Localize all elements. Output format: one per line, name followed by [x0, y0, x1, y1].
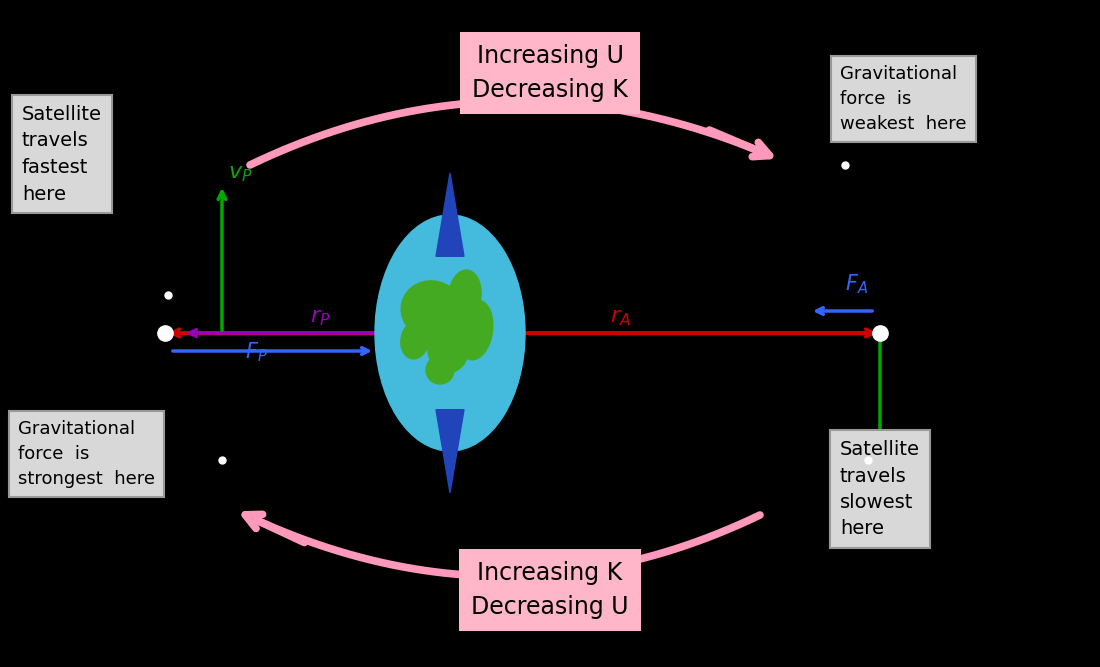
Text: Satellite
travels
slowest
here: Satellite travels slowest here	[840, 440, 920, 538]
Ellipse shape	[402, 281, 463, 339]
Text: Increasing U
Decreasing K: Increasing U Decreasing K	[472, 44, 628, 102]
Ellipse shape	[375, 215, 525, 451]
Ellipse shape	[428, 327, 468, 372]
Text: $v_A$: $v_A$	[888, 472, 913, 494]
Text: $F_P$: $F_P$	[245, 340, 267, 364]
Text: $v_P$: $v_P$	[228, 161, 253, 183]
Ellipse shape	[458, 300, 493, 360]
Ellipse shape	[400, 321, 429, 359]
Text: Increasing K
Decreasing U: Increasing K Decreasing U	[471, 561, 629, 619]
Text: $r_P$: $r_P$	[310, 305, 330, 327]
Text: Gravitational
force  is
weakest  here: Gravitational force is weakest here	[840, 65, 967, 133]
Polygon shape	[436, 410, 464, 493]
Ellipse shape	[449, 270, 481, 320]
Text: $F_A$: $F_A$	[845, 272, 868, 295]
Polygon shape	[436, 173, 464, 256]
Ellipse shape	[426, 356, 454, 384]
Text: Satellite
travels
fastest
here: Satellite travels fastest here	[22, 105, 102, 203]
Text: $r_A$: $r_A$	[610, 305, 630, 327]
Text: Gravitational
force  is
strongest  here: Gravitational force is strongest here	[18, 420, 155, 488]
